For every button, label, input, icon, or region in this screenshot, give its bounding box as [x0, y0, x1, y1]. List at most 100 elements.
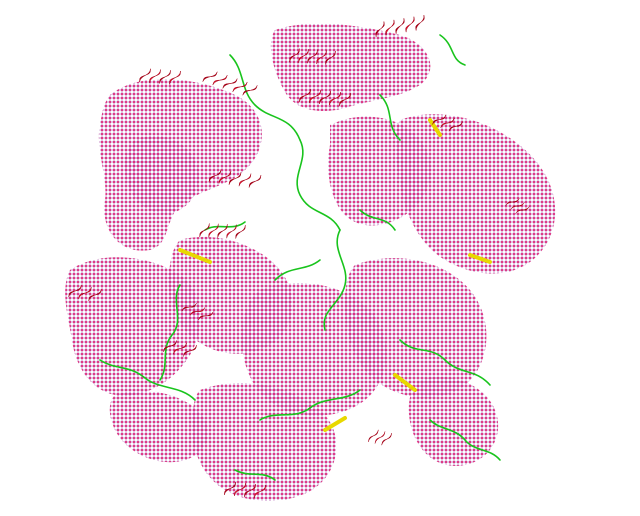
- helix-turn: [505, 198, 520, 206]
- helix-turn: [224, 481, 236, 496]
- beta-strand-arrow: [393, 373, 417, 392]
- helix-turn: [309, 89, 321, 104]
- alpha-helix: [289, 48, 336, 65]
- coil-loops: [99, 34, 501, 481]
- helix-turn: [139, 68, 151, 83]
- helix-turn: [183, 345, 197, 357]
- coil-segment: [323, 229, 347, 331]
- helix-turn: [298, 49, 309, 63]
- alpha-helix: [181, 302, 214, 321]
- helix-turn: [242, 85, 258, 96]
- coil-segment: [234, 469, 276, 481]
- coil-segment: [99, 359, 196, 401]
- beta-strand-arrow: [428, 118, 442, 137]
- helix-turn: [440, 118, 455, 128]
- beta-strand-arrow: [468, 253, 492, 264]
- helix-turn: [232, 81, 248, 92]
- alpha-helix: [299, 88, 351, 107]
- helix-turn: [208, 223, 219, 238]
- helix-turn: [244, 483, 256, 498]
- coil-segment: [379, 94, 401, 141]
- dot-surface: [65, 23, 556, 502]
- beta-strands: [178, 118, 492, 432]
- helix-turn: [228, 172, 242, 185]
- alpha-helix: [375, 15, 425, 37]
- helix-turn: [88, 289, 102, 301]
- helix-turn: [238, 173, 252, 187]
- helix-turn: [78, 287, 92, 299]
- helix-turn: [307, 49, 318, 64]
- helix-turn: [163, 340, 177, 352]
- helix-turn: [169, 70, 181, 85]
- helix-turn: [248, 175, 262, 188]
- helix-turn: [432, 114, 447, 125]
- helix-turn: [199, 223, 210, 238]
- helix-turn: [212, 75, 228, 86]
- coil-segment: [296, 139, 341, 231]
- helix-turn: [218, 170, 232, 184]
- helix-turn: [299, 88, 311, 103]
- coil-segment: [359, 209, 396, 231]
- alpha-helix: [505, 198, 530, 214]
- coil-segment: [439, 34, 466, 66]
- beta-strand-arrow: [323, 416, 347, 432]
- helix-turn: [198, 311, 214, 321]
- helix-turn: [202, 71, 218, 82]
- alpha-helix: [202, 71, 258, 96]
- alpha-helix: [208, 169, 262, 188]
- alpha-helix: [163, 340, 197, 357]
- helix-turn: [395, 18, 405, 34]
- helix-turn: [289, 48, 300, 63]
- helix-turn: [448, 121, 463, 132]
- helix-turn: [68, 285, 82, 297]
- surface-lobe: [65, 257, 201, 396]
- alpha-helix: [199, 223, 246, 239]
- helix-turn: [235, 224, 246, 239]
- coil-segment: [159, 284, 181, 381]
- helix-turn: [226, 224, 237, 239]
- helix-turn: [405, 16, 415, 33]
- surface-lobe: [345, 258, 487, 398]
- helix-turn: [234, 482, 246, 497]
- helix-turn: [208, 169, 222, 183]
- alpha-helix: [368, 429, 392, 446]
- alpha-helix: [68, 285, 102, 301]
- surface-lobe: [395, 114, 556, 274]
- alpha-helix: [139, 68, 181, 85]
- helix-turn: [222, 78, 238, 89]
- helix-turn: [254, 484, 266, 499]
- helix-turn: [515, 206, 530, 214]
- helix-turn: [381, 433, 392, 446]
- coil-segment: [274, 259, 321, 281]
- helix-turn: [217, 224, 228, 238]
- helix-turn: [415, 15, 425, 31]
- helix-turn: [325, 50, 336, 65]
- surface-lobe: [124, 136, 199, 214]
- helix-turn: [510, 202, 525, 210]
- helix-turn: [329, 91, 341, 106]
- helix-turn: [149, 69, 161, 83]
- helix-turn: [339, 92, 351, 107]
- helix-turn: [319, 90, 331, 105]
- surface-lobe: [408, 376, 499, 466]
- helix-turn: [159, 70, 171, 84]
- helix-turn: [173, 342, 187, 355]
- coil-segment: [399, 339, 491, 386]
- alpha-helix: [432, 114, 463, 132]
- beta-strand-arrow: [178, 248, 212, 264]
- coil-segment: [229, 54, 301, 141]
- helix-turn: [189, 307, 206, 316]
- helix-turn: [316, 50, 327, 64]
- coil-segment: [204, 221, 246, 231]
- alpha-helices: [68, 15, 530, 499]
- helix-turn: [368, 429, 379, 442]
- helix-turn: [385, 19, 395, 36]
- helix-turn: [181, 302, 197, 312]
- surface-lobe: [109, 391, 209, 463]
- helix-turn: [374, 431, 386, 444]
- coil-segment: [429, 419, 501, 461]
- helix-turn: [375, 21, 385, 37]
- coil-segment: [259, 389, 361, 421]
- alpha-helix: [224, 481, 266, 499]
